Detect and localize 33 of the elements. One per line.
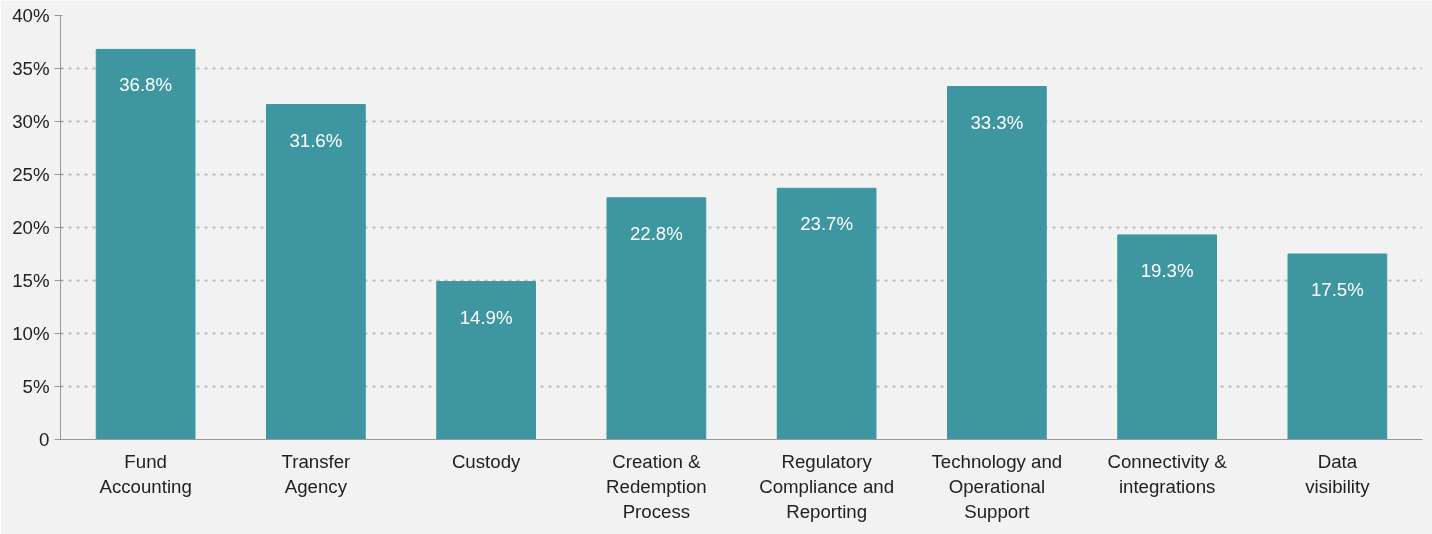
data-label: 17.5% — [1310, 279, 1364, 300]
data-label: 23.7% — [800, 213, 854, 235]
x-tick-label: Technology and Operational Support — [931, 450, 1063, 522]
y-tick-label: 30% — [12, 111, 50, 132]
y-tick-label: 35% — [12, 58, 50, 79]
y-tick-label: 5% — [22, 376, 50, 397]
y-tick-label: 0 — [39, 429, 50, 450]
bar — [436, 281, 536, 440]
bar — [1287, 253, 1388, 440]
y-tick-label: 40% — [12, 5, 50, 26]
bar — [95, 48, 196, 440]
y-tick-label: 25% — [12, 164, 50, 185]
y-tick-label: 15% — [12, 270, 50, 291]
data-label: 33.3% — [970, 111, 1024, 133]
bar — [266, 104, 366, 440]
x-tick-label: Custody — [451, 450, 522, 472]
y-tick-label: 10% — [12, 323, 50, 344]
x-tick-label: Regulatory Compliance and Reporting — [759, 450, 895, 522]
data-label: 36.8% — [119, 74, 173, 96]
data-label: 22.8% — [629, 222, 683, 244]
x-tick-label: Transfer Agency — [281, 450, 351, 497]
x-tick-label: Data visibility — [1305, 450, 1371, 497]
data-label: 31.6% — [289, 129, 343, 151]
bar — [606, 197, 707, 440]
data-label: 14.9% — [459, 306, 513, 328]
x-tick-label: Fund Accounting — [99, 450, 192, 497]
y-tick-label: 20% — [12, 217, 50, 238]
bar — [947, 86, 1047, 440]
data-label: 19.3% — [1140, 259, 1194, 281]
x-tick-label: Creation & Redemption Process — [606, 450, 707, 522]
bar — [776, 187, 877, 440]
x-tick-label: Connectivity & integrations — [1107, 450, 1228, 497]
bar — [1117, 234, 1217, 440]
